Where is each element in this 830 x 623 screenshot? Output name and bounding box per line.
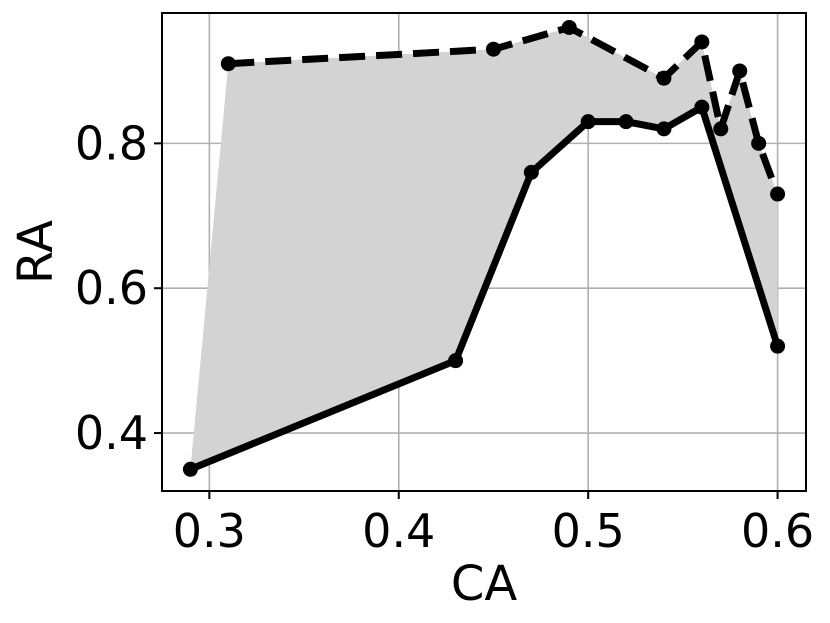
y-tick-label: 0.4 [75, 406, 148, 460]
solid-series-point [182, 461, 198, 477]
range-fill-area [190, 27, 778, 470]
dashed-series-point [485, 41, 501, 57]
y-tick-label: 0.6 [75, 261, 148, 315]
x-axis-label: CA [451, 556, 518, 612]
dashed-series-point [770, 186, 786, 202]
dashed-series-point [751, 135, 767, 151]
dashed-series-point [220, 56, 236, 72]
dashed-series-point [656, 70, 672, 86]
series-layer [182, 19, 786, 477]
y-tick-label: 0.8 [75, 116, 148, 170]
x-tick-label: 0.4 [362, 504, 435, 558]
plot-frame [161, 12, 807, 492]
dashed-series-point [694, 34, 710, 50]
y-axis-label: RA [8, 220, 64, 284]
x-tick-label: 0.3 [173, 504, 246, 558]
solid-series-point [580, 114, 596, 130]
solid-series-point [448, 353, 464, 369]
x-tick-label: 0.5 [552, 504, 625, 558]
solid-series-point [694, 99, 710, 115]
axis-ticks: 0.3 0.4 0.5 0.6 0.4 0.6 0.8 [75, 116, 814, 558]
dashed-series-point [561, 19, 577, 35]
dashed-series-point [713, 121, 729, 137]
solid-series-point [618, 114, 634, 130]
solid-series-point [656, 121, 672, 137]
dashed-series-point [732, 63, 748, 79]
solid-series-point [523, 164, 539, 180]
x-tick-label: 0.6 [741, 504, 814, 558]
solid-series-point [770, 338, 786, 354]
